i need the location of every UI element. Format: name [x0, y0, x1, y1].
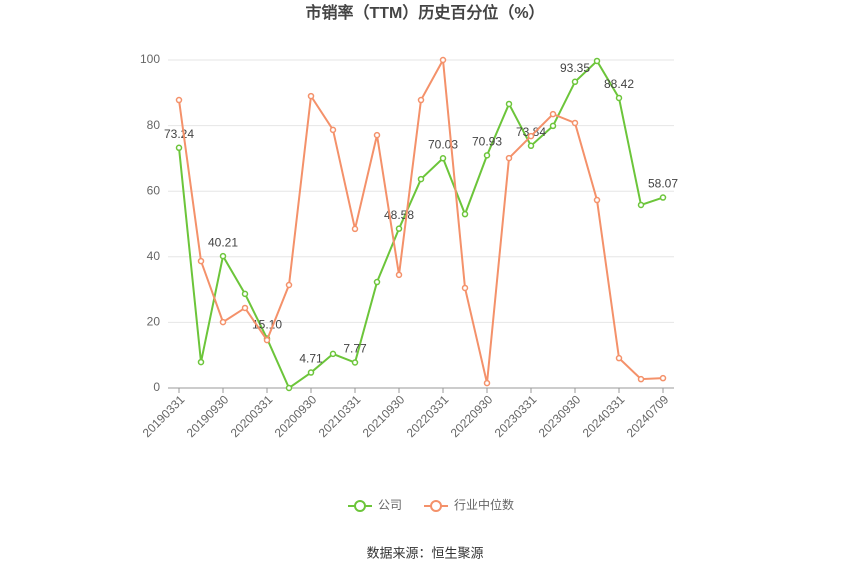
x-tick-label: 20190331	[140, 392, 188, 440]
data-point	[571, 78, 579, 86]
data-point	[527, 132, 535, 140]
data-point	[373, 131, 381, 139]
series-line	[178, 59, 664, 390]
y-tick-label: 60	[147, 183, 161, 197]
data-label: 73.24	[164, 127, 194, 141]
data-point	[571, 119, 579, 127]
data-point	[637, 375, 645, 383]
data-label: 4.71	[299, 352, 323, 366]
data-point	[483, 379, 491, 387]
x-tick-label: 20220930	[448, 392, 496, 440]
data-point	[307, 369, 315, 376]
chart-title: 市销率（TTM）历史百分位（%）	[305, 3, 544, 22]
y-tick-label: 20	[147, 315, 161, 329]
data-point	[197, 257, 205, 265]
data-point	[637, 201, 645, 209]
data-label: 70.93	[472, 135, 502, 149]
data-point	[417, 96, 425, 104]
x-tick-label: 20230331	[492, 392, 540, 440]
data-point	[549, 110, 557, 118]
data-point	[373, 278, 381, 286]
x-tick-label: 20200930	[272, 392, 320, 440]
legend-label: 公司	[378, 498, 402, 512]
data-point	[197, 358, 205, 366]
data-point	[615, 354, 623, 362]
data-point	[659, 374, 667, 382]
data-point	[351, 225, 359, 233]
x-tick-label: 20200331	[228, 392, 276, 440]
data-point	[549, 122, 557, 130]
data-point	[175, 96, 183, 104]
data-label: 93.35	[560, 61, 590, 75]
series-line	[178, 56, 664, 384]
data-point	[505, 100, 513, 108]
data-label: 70.03	[428, 137, 458, 151]
x-tick-label: 20230930	[536, 392, 584, 440]
data-point	[219, 318, 227, 326]
data-point	[175, 144, 183, 152]
data-point	[461, 284, 469, 292]
data-point	[483, 152, 491, 159]
data-point	[659, 194, 667, 201]
data-point	[527, 142, 535, 150]
y-tick-label: 40	[147, 249, 161, 263]
data-point	[263, 336, 271, 344]
data-point	[593, 57, 601, 65]
data-point	[307, 92, 315, 100]
data-point	[461, 210, 469, 218]
legend-label: 行业中位数	[454, 497, 514, 512]
data-point	[241, 304, 249, 312]
data-point	[219, 252, 227, 260]
data-point	[439, 56, 447, 64]
x-tick-label: 20210930	[360, 392, 408, 440]
x-tick-label: 20240331	[580, 392, 628, 440]
data-point	[329, 126, 337, 134]
source-note: 数据来源：恒生聚源	[366, 545, 483, 560]
data-point	[439, 155, 447, 162]
legend-marker	[354, 500, 366, 512]
data-point	[285, 281, 293, 289]
data-label: 7.77	[343, 342, 367, 356]
x-tick-label: 20210331	[316, 392, 364, 440]
legend-marker	[430, 500, 443, 512]
data-point	[395, 271, 403, 279]
y-tick-label: 0	[153, 380, 160, 394]
data-point	[615, 94, 623, 102]
data-label: 58.07	[648, 177, 678, 191]
y-tick-label: 100	[140, 52, 160, 66]
data-point	[329, 350, 337, 358]
data-label: 88.42	[604, 77, 634, 91]
data-point	[351, 359, 359, 366]
x-tick-label: 20220331	[404, 392, 452, 440]
data-point	[417, 175, 425, 183]
data-point	[395, 225, 403, 232]
x-tick-label: 20240709	[624, 392, 672, 440]
data-point	[505, 154, 513, 162]
x-tick-label: 20190930	[184, 392, 232, 440]
data-label: 40.21	[208, 235, 238, 249]
data-point	[241, 290, 249, 298]
data-point	[285, 384, 293, 392]
y-tick-label: 80	[147, 118, 161, 132]
data-point	[593, 196, 601, 204]
